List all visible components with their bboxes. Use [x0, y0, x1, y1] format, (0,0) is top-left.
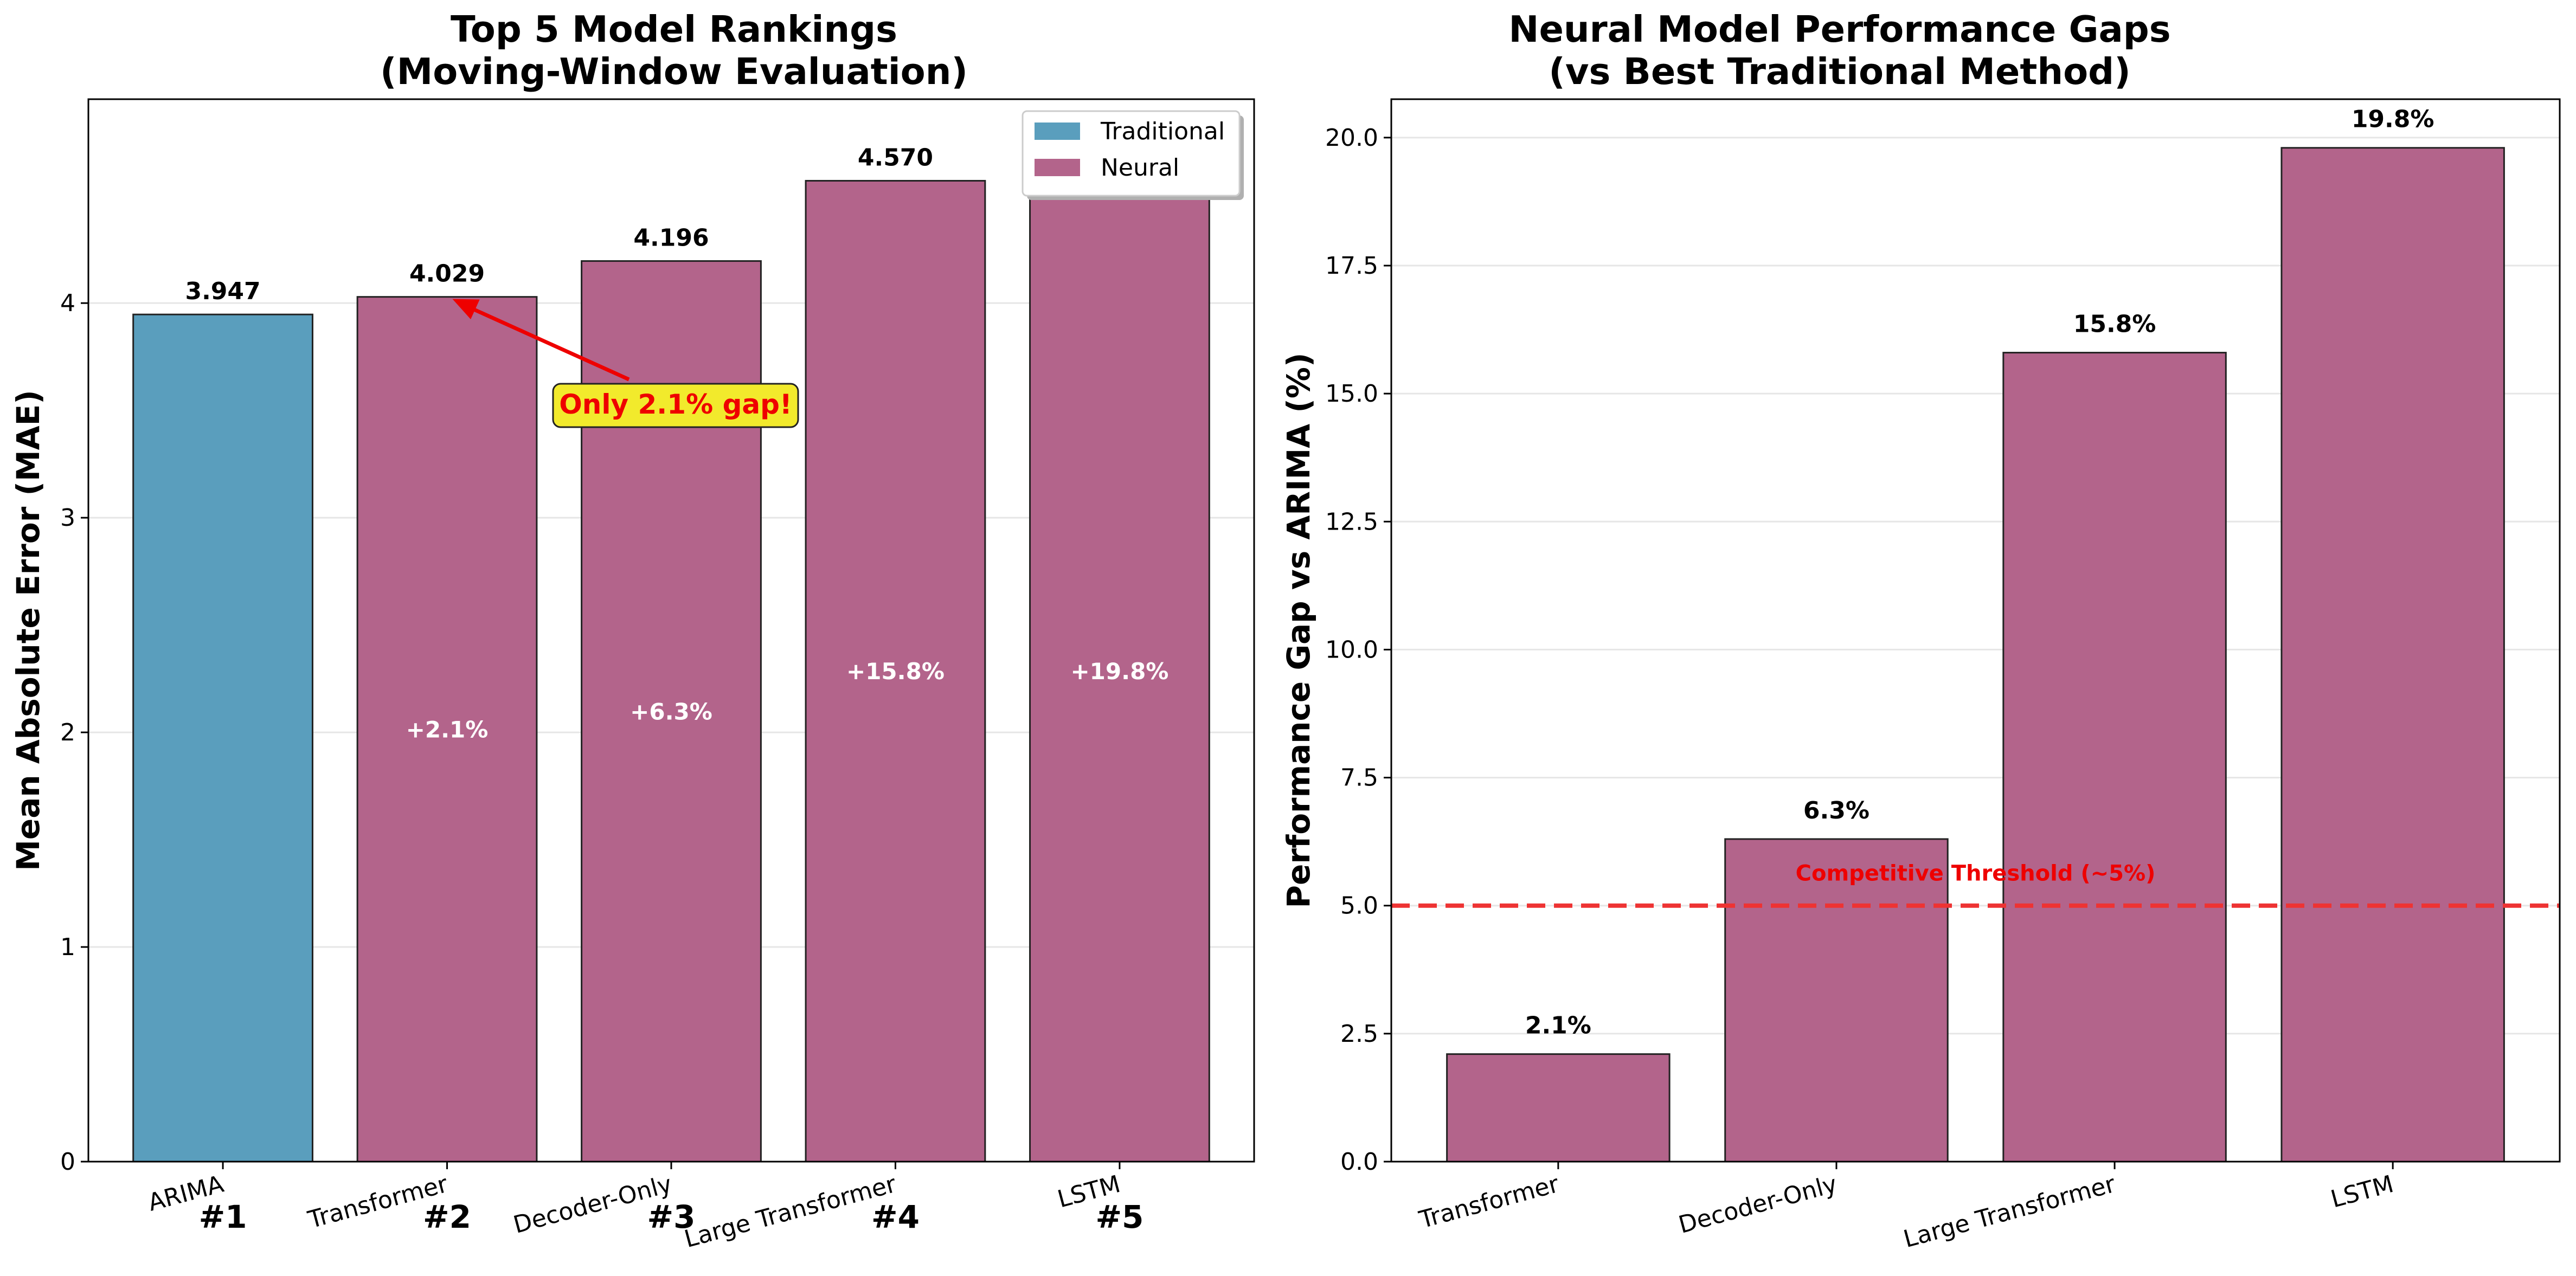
- y-tick-label: 0: [60, 1148, 75, 1176]
- x-tick-label: Large Transformer: [1900, 1170, 2118, 1253]
- right-x-ticks: Transformer Decoder-Only Large Transformer…: [1416, 1162, 2397, 1253]
- right-data-labels: 2.1% 6.3% 15.8% 19.8%: [1525, 106, 2434, 1040]
- gap-annotation: Only 2.1% gap!: [452, 299, 799, 428]
- annotation-box: [552, 383, 799, 428]
- gap-label: +2.1%: [406, 716, 489, 743]
- bar-large-transformer: [2002, 352, 2227, 1163]
- value-label: 19.8%: [2352, 106, 2434, 133]
- bar-transformer: [356, 296, 538, 1163]
- value-label: 4.029: [409, 260, 485, 288]
- left-y-axis-label: Mean Absolute Error (MAE): [10, 390, 47, 871]
- gap-label: +15.8%: [846, 658, 945, 685]
- value-label: 2.1%: [1525, 1012, 1591, 1040]
- right-y-axis-label: Performance Gap vs ARIMA (%): [1280, 353, 1317, 908]
- y-tick-label: 2: [60, 719, 75, 746]
- value-label: 3.947: [185, 278, 260, 305]
- gap-label: +19.8%: [1070, 658, 1168, 685]
- threshold-label: Competitive Threshold (~5%): [1796, 861, 2156, 886]
- rank-label: #5: [1095, 1198, 1144, 1235]
- right-plot-frame: [1390, 98, 2561, 1163]
- y-tick-label: 3: [60, 504, 75, 532]
- legend: Traditional Neural: [1022, 110, 1244, 200]
- value-label: 6.3%: [1803, 797, 1870, 824]
- rank-label: #1: [199, 1198, 247, 1235]
- gap-label: +6.3%: [630, 698, 712, 725]
- y-tick-label: 7.5: [1340, 764, 1378, 792]
- value-label: 4.570: [858, 144, 933, 171]
- y-tick-label: 17.5: [1325, 252, 1378, 280]
- bar-large-transformer: [805, 179, 986, 1163]
- legend-label: Neural: [1101, 154, 1179, 182]
- left-bars: [132, 179, 1210, 1163]
- right-chart: Neural Model Performance Gaps (vs Best Tr…: [1280, 8, 2561, 1253]
- x-tick-label: Large Transformer: [682, 1170, 900, 1253]
- left-y-ticks: 0 1 2 3 4: [60, 289, 88, 1176]
- left-chart-title: Top 5 Model Rankings (Moving-Window Evalu…: [380, 8, 968, 93]
- left-data-labels: 3.947 4.029 +2.1% 4.196 +6.3% 4.570 +15.8% +19.…: [185, 144, 1168, 743]
- bar-transformer: [1446, 1053, 1671, 1163]
- y-tick-label: 12.5: [1325, 508, 1378, 536]
- rank-label: #4: [871, 1198, 920, 1235]
- right-bars: [1446, 147, 2505, 1163]
- y-tick-label: 0.0: [1340, 1148, 1378, 1176]
- left-x-ticks: ARIMA#1 Transformer#2 Decoder-Only#3Large …: [145, 1162, 1144, 1253]
- bar-arima: [132, 313, 313, 1163]
- annotation-arrow-head: [452, 299, 480, 319]
- legend-swatch: [1035, 159, 1080, 176]
- y-tick-label: 20.0: [1325, 124, 1378, 152]
- y-tick-label: 2.5: [1340, 1020, 1378, 1048]
- left-chart: Top 5 Model Rankings (Moving-Window Evalu…: [10, 8, 1255, 1253]
- x-tick-label: Transformer: [1416, 1170, 1562, 1234]
- y-tick-label: 10.0: [1325, 636, 1378, 663]
- rank-label: #3: [647, 1198, 696, 1235]
- bar-lstm: [2281, 147, 2505, 1163]
- threshold-line: Competitive Threshold (~5%): [1391, 861, 2560, 908]
- annotation-text: Only 2.1% gap!: [559, 389, 792, 420]
- value-label: 15.8%: [2073, 311, 2156, 338]
- rank-label: #2: [423, 1198, 471, 1235]
- y-tick-label: 15.0: [1325, 380, 1378, 408]
- left-plot-frame: [87, 98, 1255, 1163]
- y-tick-label: 1: [60, 933, 75, 961]
- legend-label: Traditional: [1100, 118, 1225, 145]
- x-tick-label: Decoder-Only: [1675, 1170, 1840, 1239]
- value-label: 4.196: [633, 224, 709, 252]
- legend-swatch: [1035, 123, 1080, 140]
- right-y-ticks: 0.0 2.5 5.0 7.5 10.0 12.5 15.0 17.5 20.0: [1325, 124, 1391, 1176]
- y-tick-label: 5.0: [1340, 892, 1378, 920]
- x-tick-label: LSTM: [2328, 1170, 2397, 1214]
- bar-decoder-only: [1724, 838, 1949, 1163]
- y-tick-label: 4: [60, 289, 75, 317]
- annotation-arrow-shaft: [467, 305, 630, 382]
- right-chart-title: Neural Model Performance Gaps (vs Best Tr…: [1508, 8, 2170, 93]
